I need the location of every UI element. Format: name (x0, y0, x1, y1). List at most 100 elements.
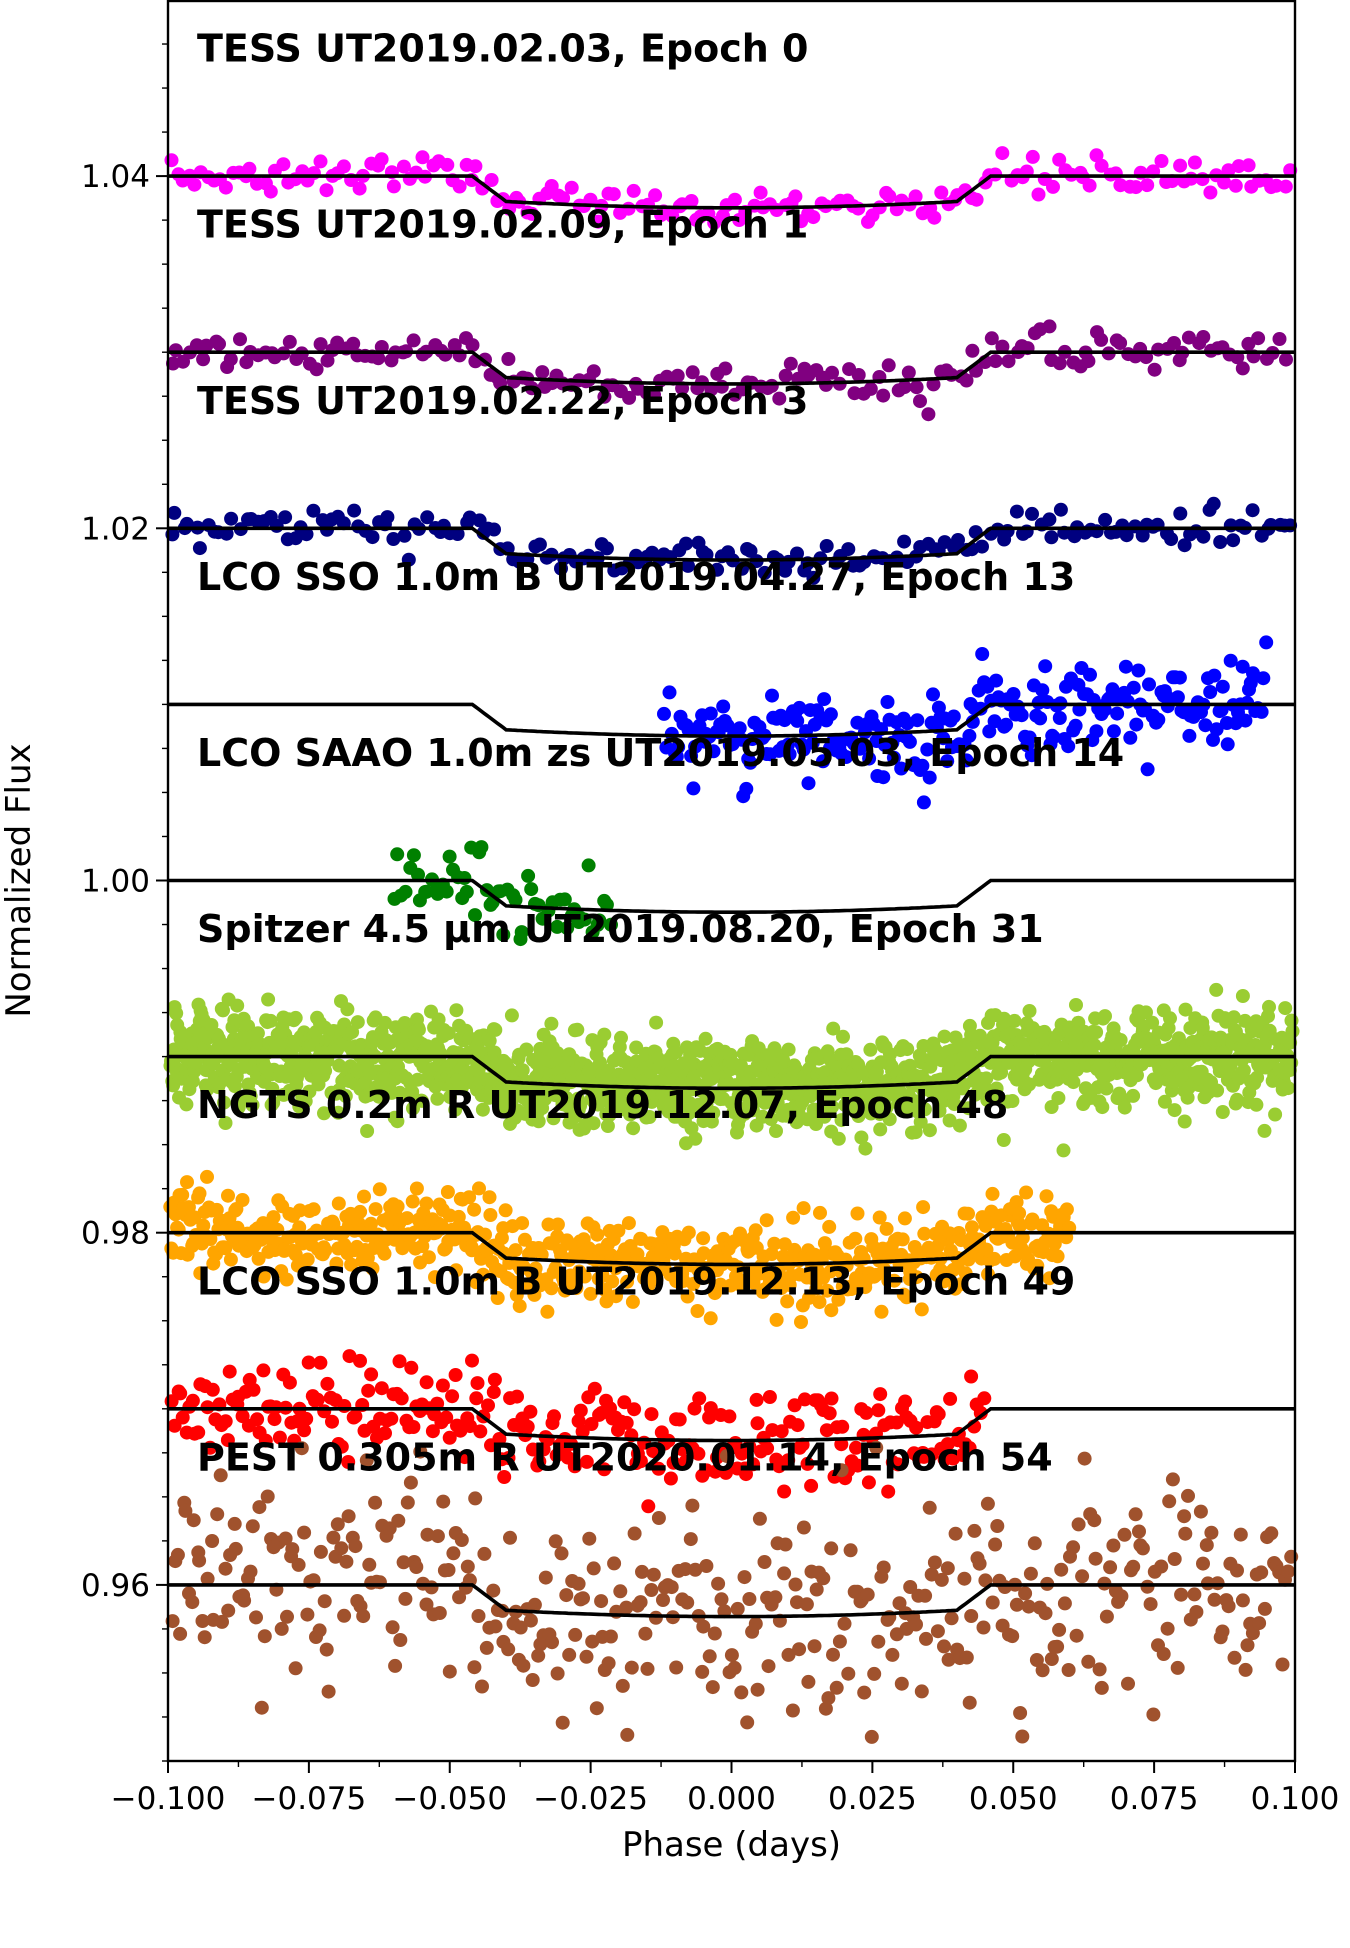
data-point (1123, 730, 1138, 745)
data-point (946, 709, 961, 724)
data-point (532, 1454, 547, 1469)
data-point (1053, 502, 1068, 517)
x-tick-label: −0.100 (111, 1781, 226, 1817)
data-point (505, 1091, 520, 1106)
data-point (832, 1634, 847, 1649)
data-point (567, 1459, 582, 1474)
data-point (526, 1442, 540, 1457)
data-point (230, 998, 245, 1013)
data-point (497, 1470, 512, 1484)
data-point (1235, 989, 1250, 1003)
data-point (205, 1534, 220, 1548)
data-point (507, 1275, 522, 1290)
data-point (306, 503, 321, 518)
data-point (877, 1262, 892, 1277)
data-point (237, 1593, 252, 1608)
data-point (310, 1392, 325, 1407)
data-point (823, 707, 838, 722)
data-point (1024, 748, 1039, 763)
data-point (644, 1583, 659, 1597)
data-point (749, 1392, 764, 1407)
data-point (1257, 1601, 1272, 1616)
data-point (620, 1274, 635, 1289)
series-label: NGTS 0.2m R UT2019.12.07, Epoch 48 (197, 1083, 1008, 1127)
data-point (914, 1684, 929, 1699)
data-point (599, 541, 614, 556)
data-point (879, 1221, 894, 1236)
data-point (641, 1499, 656, 1514)
data-point (1213, 535, 1228, 549)
data-point (1148, 1076, 1163, 1091)
data-point (899, 1290, 914, 1305)
data-point (1114, 1589, 1129, 1604)
data-point (256, 1269, 271, 1284)
data-point (223, 1252, 238, 1267)
data-point (857, 1685, 872, 1700)
data-point (344, 1257, 359, 1272)
data-point (680, 1289, 695, 1304)
data-point (392, 1354, 407, 1369)
y-axis: 0.96 0.98 1.00 1.02 1.04 (81, 43, 168, 1762)
transit-model-curve (168, 1230, 1295, 1267)
data-point (560, 1236, 575, 1251)
data-point (688, 1562, 703, 1577)
data-point (371, 351, 386, 366)
data-point (1052, 711, 1067, 725)
data-point (1250, 1070, 1265, 1085)
data-point (850, 1206, 865, 1221)
data-point (1140, 762, 1155, 777)
data-point (319, 183, 334, 198)
data-point (703, 1311, 718, 1326)
data-point (902, 734, 917, 749)
data-point (777, 713, 792, 728)
data-point (419, 1375, 434, 1390)
data-point (579, 1649, 594, 1664)
data-point (934, 1572, 949, 1587)
data-point (592, 913, 607, 928)
data-point (1145, 1015, 1160, 1030)
data-point (1178, 1526, 1193, 1541)
data-point (372, 1575, 387, 1590)
data-point (205, 1382, 220, 1397)
data-point (223, 352, 238, 367)
data-point (589, 1701, 604, 1716)
data-point (782, 747, 797, 762)
data-point (873, 1387, 888, 1402)
data-point (401, 552, 416, 567)
data-point (482, 1033, 497, 1048)
transit-model-curve (168, 174, 1295, 210)
data-point (1245, 503, 1260, 518)
data-point (1177, 1114, 1192, 1129)
data-point (962, 1441, 977, 1455)
data-point (1089, 724, 1104, 739)
data-point (806, 570, 821, 585)
data-point (959, 373, 974, 388)
data-point (235, 1193, 250, 1207)
data-point (342, 1349, 357, 1364)
data-point (624, 1660, 639, 1675)
transit-model-curve (168, 1583, 1295, 1619)
data-point (218, 1241, 233, 1256)
data-point (717, 1604, 732, 1619)
data-point (698, 1031, 713, 1046)
data-point (965, 343, 980, 358)
data-point (825, 365, 839, 380)
data-point (1162, 1494, 1177, 1509)
data-point (1207, 668, 1222, 683)
data-point (1181, 1488, 1195, 1503)
data-point (909, 380, 924, 395)
data-point (813, 1205, 827, 1220)
data-point (1154, 154, 1169, 168)
data-point (218, 1116, 233, 1130)
data-point (540, 1304, 555, 1319)
data-point (326, 1530, 341, 1545)
data-point (872, 1210, 887, 1225)
data-point (1207, 1592, 1222, 1607)
data-point (250, 1412, 265, 1427)
data-point (319, 1642, 334, 1657)
data-point (599, 897, 614, 912)
data-point (1240, 1638, 1255, 1653)
data-point (432, 1606, 447, 1620)
data-point (887, 1273, 902, 1288)
data-point (419, 1196, 434, 1211)
